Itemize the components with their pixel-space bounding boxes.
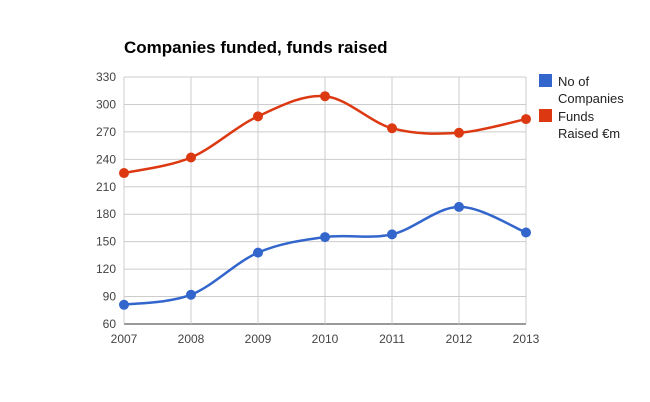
data-point-funds — [253, 111, 263, 122]
y-tick-label: 180 — [96, 207, 116, 221]
y-tick-label: 240 — [96, 152, 116, 166]
y-tick-label: 120 — [96, 262, 116, 276]
data-point-funds — [454, 127, 464, 138]
x-tick-label: 2011 — [379, 332, 405, 346]
legend: No of Companies Funds Raised €m — [539, 74, 624, 141]
data-point-funds — [521, 114, 531, 125]
legend-label-funds: Funds — [558, 109, 595, 124]
data-point-companies — [387, 229, 397, 240]
x-tick-label: 2013 — [513, 332, 540, 346]
data-point-companies — [320, 232, 330, 243]
data-point-companies — [186, 289, 196, 300]
x-tick-label: 2008 — [178, 332, 205, 346]
y-tick-label: 330 — [96, 70, 116, 84]
data-point-companies — [253, 247, 263, 258]
legend-label-companies: No of — [558, 74, 589, 89]
axis-layer: 60 90 120 150 180 210 240 270 300 330 2007 2008 2009… — [96, 70, 540, 346]
data-point-funds — [186, 152, 196, 163]
y-tick-label: 300 — [96, 97, 116, 111]
legend-label-funds: Raised €m — [558, 126, 620, 141]
legend-swatch-funds — [539, 109, 552, 122]
data-point-funds — [119, 168, 129, 179]
y-tick-label: 270 — [96, 125, 116, 139]
series-layer — [119, 91, 531, 310]
y-tick-label: 90 — [103, 290, 117, 304]
y-tick-label: 150 — [96, 235, 116, 249]
y-tick-label: 60 — [103, 317, 117, 331]
x-tick-label: 2007 — [111, 332, 138, 346]
y-tick-label: 210 — [96, 180, 116, 194]
x-tick-label: 2012 — [446, 332, 473, 346]
x-tick-label: 2009 — [245, 332, 272, 346]
data-point-funds — [320, 91, 330, 102]
x-tick-label: 2010 — [312, 332, 339, 346]
legend-label-companies: Companies — [558, 91, 624, 106]
data-point-companies — [119, 299, 129, 310]
data-point-funds — [387, 123, 397, 134]
legend-swatch-companies — [539, 74, 552, 87]
chart-title: Companies funded, funds raised — [124, 38, 388, 57]
data-point-companies — [521, 227, 531, 238]
grid-layer — [123, 76, 527, 325]
data-point-companies — [454, 201, 464, 212]
